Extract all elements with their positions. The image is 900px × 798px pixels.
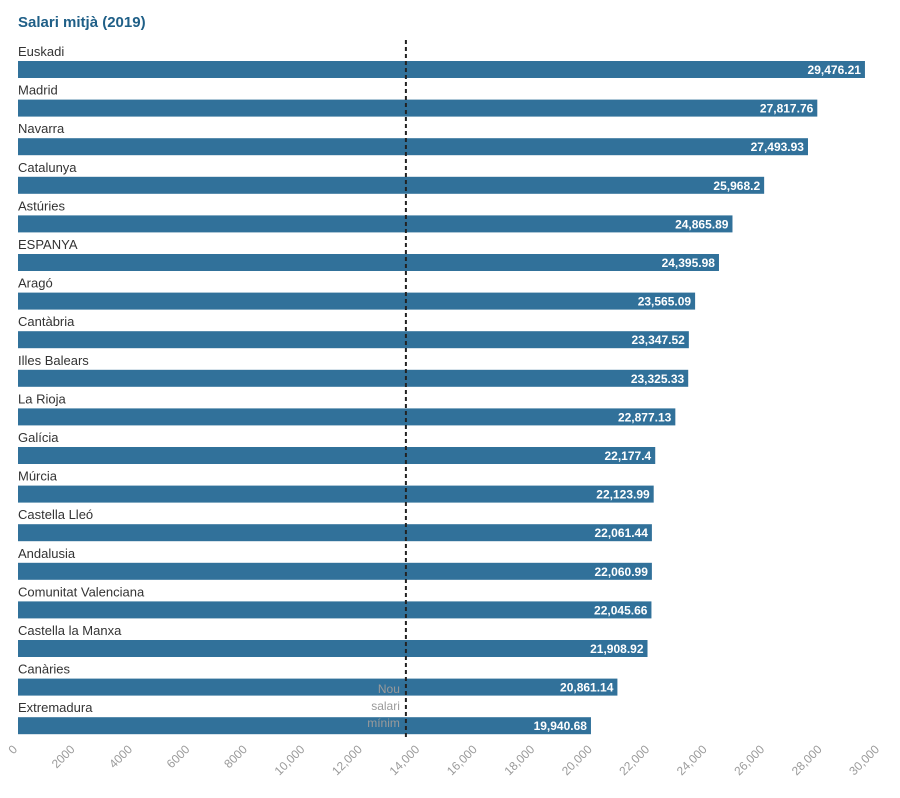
x-tick-label: 2000 (49, 742, 78, 771)
x-tick-label: 26,000 (731, 742, 767, 778)
x-tick-label: 22,000 (616, 742, 652, 778)
bars (18, 61, 865, 735)
category-label: Galícia (18, 430, 59, 445)
category-label: Cantàbria (18, 314, 75, 329)
category-label: ESPANYA (18, 237, 78, 252)
x-tick-label: 14,000 (387, 742, 423, 778)
bar (18, 331, 689, 349)
x-tick-label: 6000 (164, 742, 193, 771)
value-label: 24,395.98 (662, 256, 716, 270)
category-label: Extremadura (18, 700, 93, 715)
category-label: Aragó (18, 276, 53, 291)
bar (18, 601, 652, 619)
x-tick-label: 16,000 (444, 742, 480, 778)
category-label: Euskadi (18, 44, 64, 59)
value-label: 27,817.76 (760, 102, 814, 116)
x-tick-label: 4000 (106, 742, 135, 771)
category-label: Comunitat Valenciana (18, 584, 145, 599)
bar (18, 447, 656, 464)
value-label: 20,861.14 (560, 681, 614, 695)
value-label: 29,476.21 (808, 63, 862, 77)
bar (18, 99, 818, 117)
reference-line-label: Nou (378, 682, 400, 696)
reference-line-label: mínim (367, 716, 400, 730)
value-labels: 29,476.21 27,817.76 27,493.93 25,968.2 24,86… (534, 63, 862, 733)
x-tick-label: 10,000 (272, 742, 308, 778)
category-label: Astúries (18, 198, 65, 213)
x-tick-label: 30,000 (846, 742, 882, 778)
chart-title: Salari mitjà (2019) (18, 14, 146, 31)
bar (18, 408, 676, 426)
value-label: 22,177.4 (605, 449, 652, 463)
category-label: Castella la Manxa (18, 623, 122, 638)
bar (18, 562, 652, 580)
bar (18, 369, 689, 387)
value-label: 27,493.93 (751, 140, 805, 154)
bar (18, 292, 696, 310)
category-label: Múrcia (18, 469, 58, 484)
category-label: Andalusia (18, 546, 76, 561)
value-label: 22,061.44 (595, 526, 649, 540)
x-tick-label: 8000 (221, 742, 250, 771)
x-tick-label: 20,000 (559, 742, 595, 778)
bar (18, 485, 654, 503)
category-label: Castella Lleó (18, 507, 93, 522)
x-axis-ticks: 0 2000 4000 6000 8000 10,000 12,000 14,000 16,00… (5, 742, 882, 778)
bar (18, 176, 765, 194)
reference-line-group: Nou salari mínim (367, 40, 407, 738)
category-label: Illes Balears (18, 353, 89, 368)
value-label: 22,060.99 (594, 565, 648, 579)
value-label: 23,565.09 (638, 295, 692, 309)
value-label: 23,347.52 (631, 333, 685, 347)
category-label: Navarra (18, 121, 65, 136)
value-label: 22,123.99 (596, 488, 650, 502)
bar (18, 61, 865, 78)
reference-line-label: salari (371, 699, 400, 713)
bar (18, 215, 733, 233)
value-label: 21,908.92 (590, 642, 644, 656)
value-label: 24,865.89 (675, 217, 729, 231)
category-labels: Euskadi Madrid Navarra Catalunya Astúries ESP… (18, 44, 145, 715)
category-label: Madrid (18, 83, 58, 98)
value-label: 22,045.66 (594, 603, 648, 617)
bar (18, 524, 652, 542)
category-label: Canàries (18, 662, 71, 677)
x-tick-label: 0 (5, 742, 20, 757)
bar (18, 640, 648, 657)
bar (18, 678, 618, 696)
category-label: La Rioja (18, 391, 66, 406)
value-label: 23,325.33 (631, 372, 685, 386)
value-label: 19,940.68 (534, 719, 588, 733)
value-label: 25,968.2 (713, 179, 760, 193)
x-tick-label: 18,000 (501, 742, 537, 778)
x-tick-label: 28,000 (789, 742, 825, 778)
category-label: Catalunya (18, 160, 77, 175)
x-tick-label: 12,000 (329, 742, 365, 778)
x-tick-label: 24,000 (674, 742, 710, 778)
bar (18, 254, 719, 271)
bar (18, 717, 591, 735)
bar (18, 138, 808, 156)
value-label: 22,877.13 (618, 410, 672, 424)
